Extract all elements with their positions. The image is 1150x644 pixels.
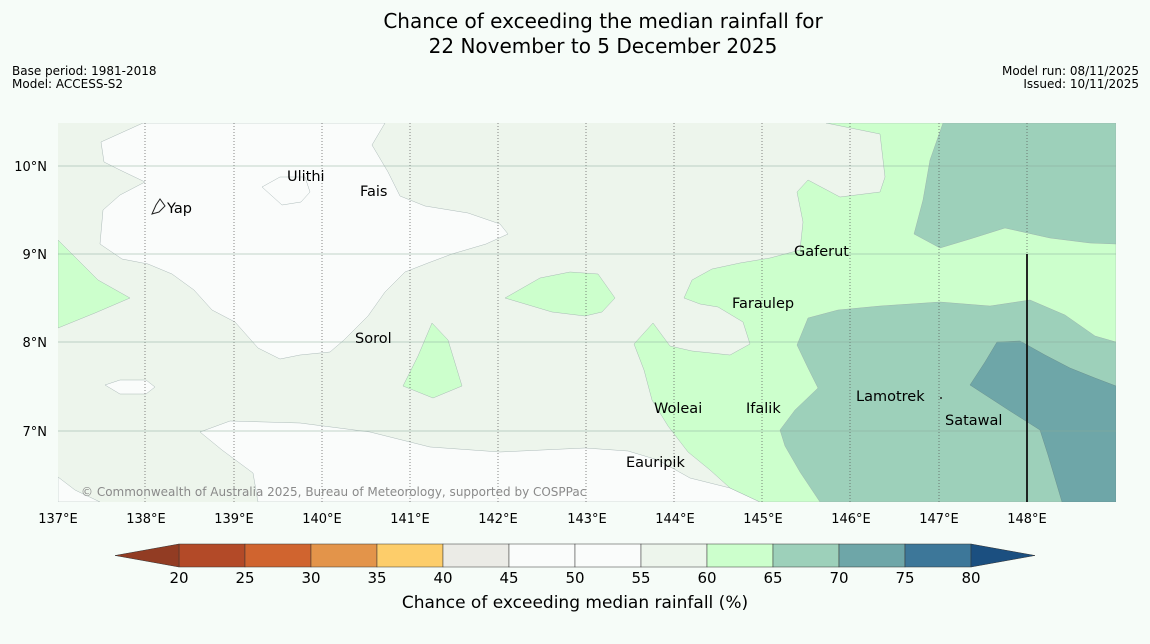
colorbar-tick-25: 25 bbox=[235, 569, 254, 587]
lat-axis-labels: 10°N 9°N 8°N 7°N bbox=[14, 160, 47, 440]
meta-left: Base period: 1981-2018 Model: ACCESS-S2 bbox=[12, 65, 157, 91]
colorbar-tick-35: 35 bbox=[367, 569, 386, 587]
colorbar-tick-30: 30 bbox=[301, 569, 320, 587]
map-title: Chance of exceeding the median rainfall … bbox=[0, 9, 1150, 59]
place-ulithi: Ulithi bbox=[287, 169, 325, 185]
region-50-55-islet-2 bbox=[104, 379, 156, 395]
meta-right: Model run: 08/11/2025 Issued: 10/11/2025 bbox=[1002, 65, 1139, 91]
place-faraulep: Faraulep bbox=[732, 296, 794, 312]
region-50-55-islet-1 bbox=[261, 176, 311, 206]
title-line-2: 22 November to 5 December 2025 bbox=[428, 34, 778, 58]
lat-label-8: 8°N bbox=[23, 336, 48, 351]
lon-label-138: 138°E bbox=[126, 512, 166, 527]
colorbar-bin-10 bbox=[838, 543, 906, 568]
lon-label-143: 143°E bbox=[567, 512, 607, 527]
colorbar-under-arrow bbox=[114, 543, 180, 568]
lon-label-139: 139°E bbox=[214, 512, 254, 527]
place-eauripik: Eauripik bbox=[626, 455, 685, 471]
region-65-70-northeast bbox=[913, 123, 1116, 249]
colorbar-tick-20: 20 bbox=[169, 569, 188, 587]
colorbar-tick-40: 40 bbox=[433, 569, 452, 587]
lon-axis-labels: 137°E 138°E 139°E 140°E 141°E 142°E 143°… bbox=[38, 512, 1047, 527]
base-period: Base period: 1981-2018 bbox=[12, 64, 157, 78]
lon-label-141: 141°E bbox=[390, 512, 430, 527]
lon-label-142: 142°E bbox=[478, 512, 518, 527]
colorbar-tick-45: 45 bbox=[499, 569, 518, 587]
place-yap: Yap bbox=[166, 201, 192, 217]
colorbar-over-arrow bbox=[970, 543, 1036, 568]
place-fais: Fais bbox=[360, 184, 387, 200]
colorbar-bin-3 bbox=[376, 543, 444, 568]
colorbar-bin-8 bbox=[706, 543, 774, 568]
colorbar-ticks: 20 25 30 35 40 45 50 55 60 65 70 75 80 bbox=[169, 569, 980, 587]
place-sorol: Sorol bbox=[355, 331, 392, 347]
lon-label-147: 147°E bbox=[919, 512, 959, 527]
place-labels: Ulithi Fais Yap Gaferut Faraulep Sorol L… bbox=[166, 169, 1002, 471]
colorbar-tick-55: 55 bbox=[631, 569, 650, 587]
region-50-55-west bbox=[99, 123, 509, 360]
place-ifalik: Ifalik bbox=[746, 401, 781, 417]
lat-label-9: 9°N bbox=[23, 248, 48, 263]
issued-date: Issued: 10/11/2025 bbox=[1023, 77, 1139, 91]
lon-label-145: 145°E bbox=[743, 512, 783, 527]
legend-title: Chance of exceeding median rainfall (%) bbox=[401, 593, 749, 613]
copyright-note: © Commonwealth of Australia 2025, Bureau… bbox=[81, 485, 586, 499]
lon-label-146: 146°E bbox=[831, 512, 871, 527]
colorbar-bin-1 bbox=[244, 543, 312, 568]
colorbar bbox=[114, 543, 1036, 568]
colorbar-tick-80: 80 bbox=[961, 569, 980, 587]
colorbar-bin-0 bbox=[178, 543, 246, 568]
model-run: Model run: 08/11/2025 bbox=[1001, 64, 1139, 78]
colorbar-tick-50: 50 bbox=[565, 569, 584, 587]
colorbar-bin-5 bbox=[508, 543, 576, 568]
colorbar-bin-7 bbox=[640, 543, 708, 568]
colorbar-bin-11 bbox=[904, 543, 972, 568]
colorbar-bin-6 bbox=[574, 543, 642, 568]
colorbar-bin-2 bbox=[310, 543, 378, 568]
lon-label-137: 137°E bbox=[38, 512, 78, 527]
region-50-55-south bbox=[199, 420, 761, 502]
colorbar-tick-65: 65 bbox=[763, 569, 782, 587]
region-50-55-islet-3 bbox=[58, 476, 101, 502]
colorbar-tick-60: 60 bbox=[697, 569, 716, 587]
lon-label-140: 140°E bbox=[302, 512, 342, 527]
place-woleai: Woleai bbox=[654, 401, 702, 417]
lon-label-144: 144°E bbox=[655, 512, 695, 527]
colorbar-bin-9 bbox=[772, 543, 840, 568]
lon-label-148: 148°E bbox=[1007, 512, 1047, 527]
lat-label-7: 7°N bbox=[23, 425, 48, 440]
map-area: Ulithi Fais Yap Gaferut Faraulep Sorol L… bbox=[58, 123, 1116, 502]
region-60-65-islet-a bbox=[504, 271, 616, 317]
yap-island-icon bbox=[151, 198, 166, 215]
model-name: Model: ACCESS-S2 bbox=[12, 77, 124, 91]
colorbar-bin-4 bbox=[442, 543, 510, 568]
colorbar-tick-75: 75 bbox=[895, 569, 914, 587]
place-lamotrek: Lamotrek bbox=[856, 389, 925, 405]
place-satawal: Satawal bbox=[945, 413, 1002, 429]
region-60-65-west bbox=[58, 239, 131, 329]
title-line-1: Chance of exceeding the median rainfall … bbox=[383, 9, 823, 33]
place-gaferut: Gaferut bbox=[794, 244, 849, 260]
colorbar-tick-70: 70 bbox=[829, 569, 848, 587]
lat-label-10: 10°N bbox=[14, 160, 47, 175]
